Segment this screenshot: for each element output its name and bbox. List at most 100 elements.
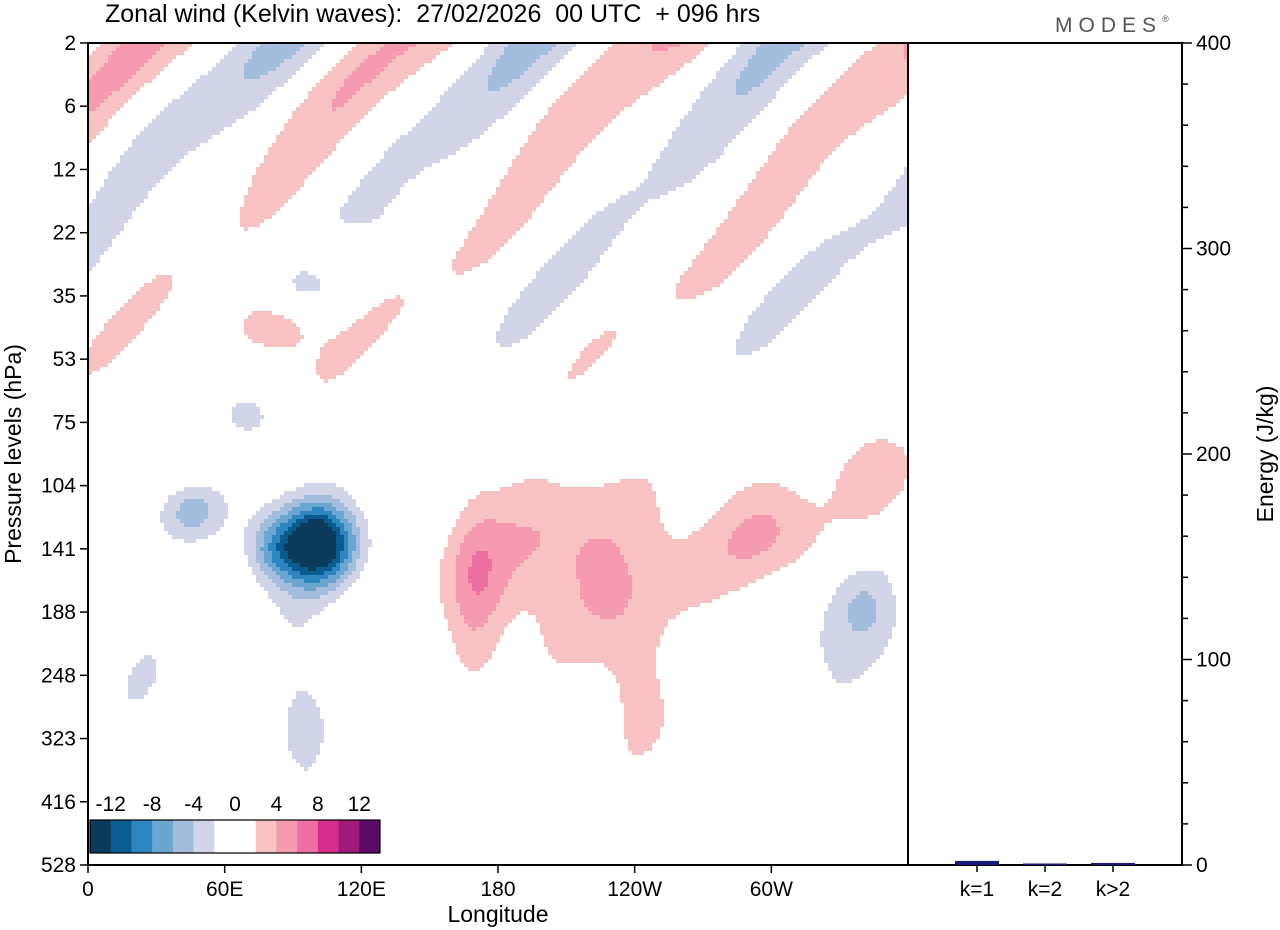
heatmap-cell: [280, 523, 292, 527]
heatmap-cell: [284, 543, 336, 547]
heatmap-cell: [584, 599, 628, 603]
heatmap-cell: [632, 591, 728, 595]
heatmap-cell: [576, 231, 620, 235]
heatmap-cell: [624, 727, 660, 731]
energy-category-label: k=2: [1028, 878, 1062, 901]
heatmap-cell: [888, 191, 908, 195]
heatmap-cell: [448, 623, 468, 627]
heatmap-cell: [292, 559, 332, 563]
heatmap-cell: [564, 91, 648, 95]
heatmap-cell: [624, 555, 736, 559]
heatmap-cell: [248, 187, 300, 191]
heatmap-cell: [88, 243, 112, 247]
heatmap-cell: [856, 451, 904, 455]
heatmap-cell: [460, 551, 476, 555]
heatmap-cell: [584, 347, 608, 351]
heatmap-cell: [824, 647, 884, 651]
heatmap-cell: [900, 175, 908, 179]
heatmap-cell: [740, 331, 780, 335]
heatmap-cell: [764, 295, 816, 299]
heatmap-cell: [236, 403, 256, 407]
heatmap-cell: [456, 599, 500, 603]
heatmap-cell: [100, 331, 140, 335]
heatmap-cell: [452, 531, 468, 535]
heatmap-cell: [776, 143, 840, 147]
heatmap-cell: [676, 291, 704, 295]
heatmap-cell: [468, 579, 488, 583]
heatmap-cell: [248, 559, 256, 563]
heatmap-cell: [712, 235, 768, 239]
heatmap-cell: [496, 603, 584, 607]
heatmap-cell: [848, 611, 876, 615]
heatmap-cell: [860, 447, 904, 451]
heatmap-cell: [336, 579, 344, 583]
heatmap-cell: [288, 711, 320, 715]
heatmap-cell: [336, 551, 340, 555]
heatmap-cell: [244, 531, 256, 535]
heatmap-cell: [108, 175, 164, 179]
heatmap-cell: [464, 239, 508, 243]
y-axis-label: Pressure levels (hPa): [0, 344, 26, 564]
energy-bar: [955, 860, 999, 865]
heatmap-cell: [720, 223, 776, 227]
heatmap-cell: [488, 551, 532, 555]
heatmap-cell: [320, 347, 368, 351]
heatmap-cell: [620, 551, 728, 555]
heatmap-cell: [152, 55, 176, 59]
heatmap-cell: [728, 215, 784, 219]
heatmap-cell: [472, 527, 532, 531]
heatmap-cell: [116, 47, 160, 51]
heatmap-cell: [344, 543, 348, 547]
heatmap-cell: [492, 71, 524, 75]
heatmap-cell: [292, 111, 368, 115]
heatmap-cell: [532, 527, 664, 531]
heatmap-cell: [904, 167, 908, 171]
heatmap-cell: [684, 115, 756, 119]
heatmap-cell: [384, 151, 456, 155]
heatmap-cell: [324, 507, 336, 511]
heatmap-cell: [328, 583, 340, 587]
heatmap-cell: [456, 255, 492, 259]
heatmap-cell: [732, 495, 800, 499]
heatmap-cell: [228, 51, 252, 55]
heatmap-cell: [744, 487, 788, 491]
heatmap-cell: [292, 699, 316, 703]
heatmap-cell: [768, 75, 792, 79]
heatmap-cell: [492, 195, 544, 199]
heatmap-cell: [508, 307, 556, 311]
heatmap-cell: [696, 255, 748, 259]
heatmap-cell: [340, 207, 384, 211]
heatmap-cell: [440, 571, 456, 575]
heatmap-cell: [152, 279, 172, 283]
heatmap-cell: [288, 535, 336, 539]
heatmap-cell: [772, 287, 824, 291]
heatmap-cell: [668, 143, 728, 147]
heatmap-cell: [344, 579, 356, 583]
energy-bars: [955, 860, 1135, 865]
colorbar-swatch: [193, 820, 215, 853]
heatmap-cell: [96, 71, 136, 75]
heatmap-cell: [456, 651, 492, 655]
y-tick-label: 188: [41, 601, 76, 624]
heatmap-cell: [824, 503, 888, 507]
heatmap-cell: [252, 571, 264, 575]
heatmap-cell: [724, 63, 748, 67]
heatmap-cell: [476, 223, 524, 227]
heatmap-cell: [468, 571, 488, 575]
heatmap-cell: [528, 611, 592, 615]
heatmap-cell: [352, 571, 360, 575]
heatmap-cell: [540, 267, 592, 271]
heatmap-cell: [292, 703, 316, 707]
heatmap-cell: [232, 47, 256, 51]
heatmap-cell: [336, 63, 360, 67]
heatmap-cell: [272, 567, 280, 571]
heatmap-cell: [300, 523, 328, 527]
heatmap-cell: [492, 567, 516, 571]
heatmap-cell: [804, 43, 828, 47]
heatmap-cell: [468, 235, 512, 239]
heatmap-cell: [616, 675, 656, 679]
heatmap-cell: [472, 559, 492, 563]
heatmap-cell: [716, 75, 740, 79]
heatmap-cell: [88, 239, 112, 243]
heatmap-cell: [276, 67, 300, 71]
